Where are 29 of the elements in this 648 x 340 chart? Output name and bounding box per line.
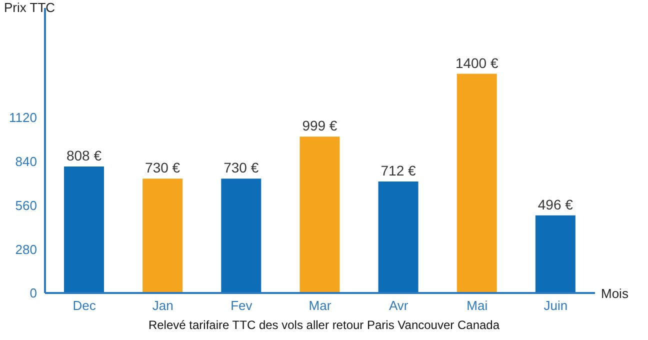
x-tick-label: Mar (308, 298, 332, 314)
data-label: 730 € (224, 160, 259, 176)
x-tick-label: Fev (230, 298, 253, 314)
bar (221, 178, 262, 293)
x-tick-label: Jan (152, 298, 174, 314)
data-label: 496 € (538, 196, 574, 212)
data-label: 712 € (380, 162, 416, 179)
text: Relevé tarifaire TTC des vols aller retour Paris Vancouver Canada (147, 318, 501, 332)
y-tick-label: 1120 (9, 110, 37, 126)
bar (456, 74, 497, 293)
data-label: 730 € (145, 160, 180, 176)
x-tick-label: Avr (388, 298, 409, 314)
y-axis-title: Prix TTC (4, 0, 56, 15)
x-tick-label: Dec (72, 298, 96, 314)
bar (378, 182, 418, 293)
bar (300, 136, 340, 293)
x-axis-title: Mois (601, 286, 628, 301)
data-label: 808 € (66, 147, 102, 164)
bar (64, 166, 104, 293)
x-tick-label: Juin (544, 298, 568, 314)
y-tick-label: 280 (15, 242, 37, 257)
y-tick-label: 840 (15, 154, 37, 170)
bar (535, 215, 576, 293)
bar (142, 178, 183, 293)
y-tick-label: 0 (30, 286, 37, 301)
data-label: 1400 € (455, 54, 498, 71)
data-label: 999 € (302, 118, 338, 134)
x-tick-label: Mai (466, 298, 488, 314)
y-tick-label: 560 (15, 198, 37, 213)
